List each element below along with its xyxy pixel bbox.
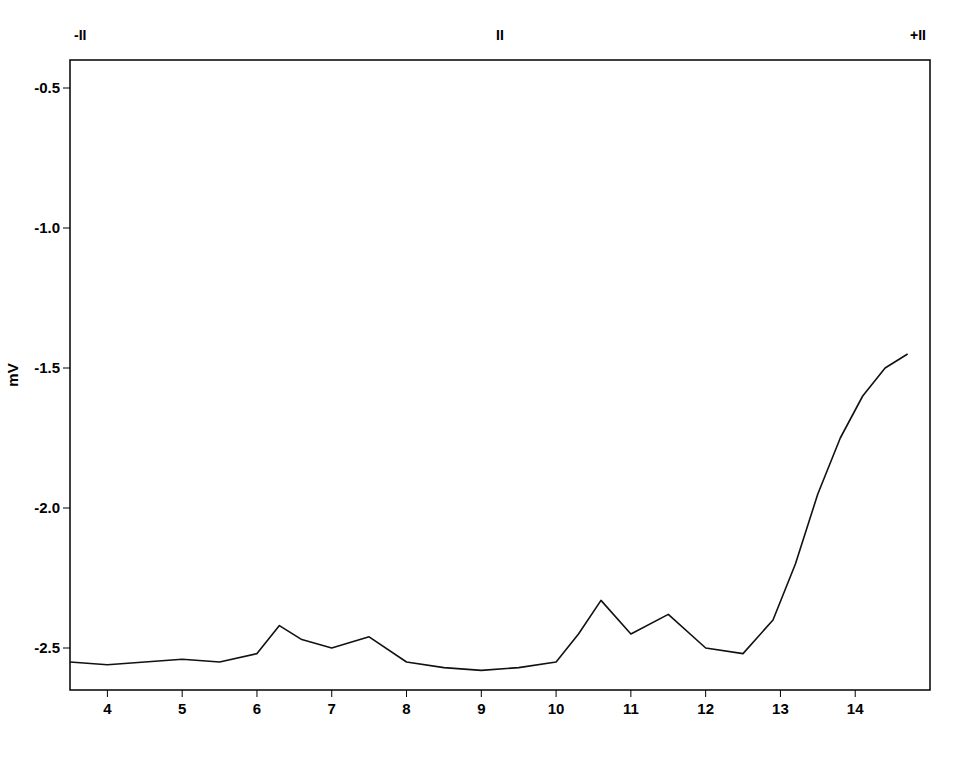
- x-tick-label: 14: [847, 700, 864, 717]
- x-tick: [630, 690, 631, 697]
- x-tick: [855, 690, 856, 697]
- x-tick: [556, 690, 557, 697]
- y-tick-label: -1.0: [34, 219, 60, 236]
- y-tick-label: -2.0: [34, 499, 60, 516]
- x-tick-label: 7: [328, 700, 336, 717]
- x-tick: [780, 690, 781, 697]
- x-tick: [481, 690, 482, 697]
- x-tick-label: 12: [697, 700, 714, 717]
- x-tick: [182, 690, 183, 697]
- chart: 4 5 6 7 8 9 10 11 12 13 14 -2.5 -2.0 -1.5 -1.0 -0.5 mV -I…: [0, 0, 966, 762]
- y-axis-title: mV: [4, 363, 21, 386]
- y-tick: [63, 648, 70, 649]
- annotation: -II: [74, 27, 86, 43]
- x-tick-label: 8: [402, 700, 410, 717]
- series-line: [70, 354, 908, 670]
- y-tick-label: -2.5: [34, 639, 60, 656]
- annotation: +II: [910, 27, 926, 43]
- x-tick-label: 11: [623, 700, 639, 717]
- y-tick-label: -0.5: [34, 79, 60, 96]
- x-tick-label: 4: [103, 700, 112, 717]
- x-tick-label: 10: [548, 700, 565, 717]
- x-tick: [107, 690, 108, 697]
- x-tick-label: 9: [477, 700, 485, 717]
- y-tick: [63, 88, 70, 89]
- x-tick: [256, 690, 257, 697]
- x-tick: [406, 690, 407, 697]
- x-tick: [705, 690, 706, 697]
- x-tick-label: 5: [178, 700, 186, 717]
- x-tick-label: 13: [772, 700, 789, 717]
- y-tick-label: -1.5: [34, 359, 60, 376]
- x-tick-label: 6: [253, 700, 261, 717]
- x-tick: [331, 690, 332, 697]
- annotation: II: [496, 27, 504, 43]
- y-tick: [63, 368, 70, 369]
- plot-frame: [70, 60, 930, 690]
- y-tick: [63, 228, 70, 229]
- series-group: [70, 354, 908, 670]
- y-tick: [63, 508, 70, 509]
